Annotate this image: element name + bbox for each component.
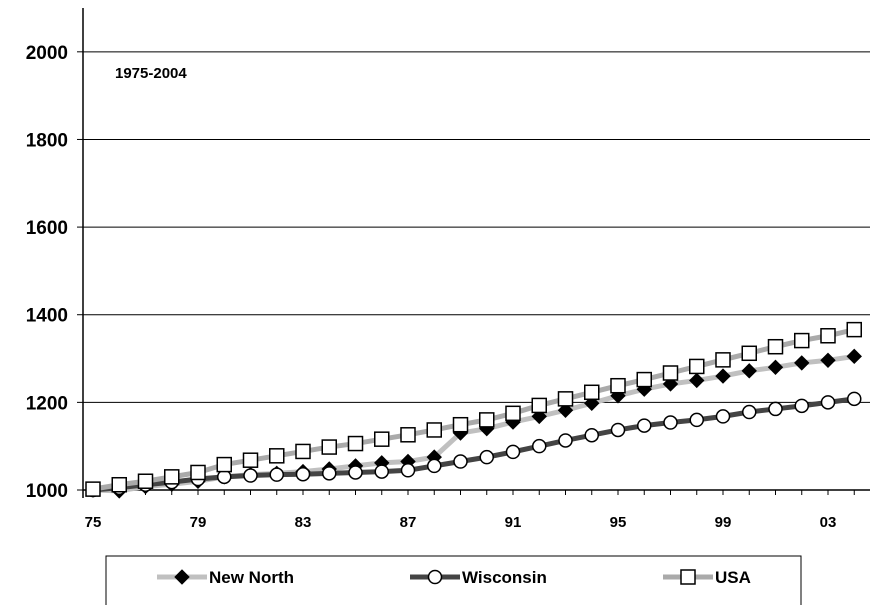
data-point-diamond xyxy=(820,352,836,369)
y-tick-label: 1400 xyxy=(26,306,68,327)
data-point-square xyxy=(242,452,259,468)
data-point-square xyxy=(741,345,757,362)
x-tick-label: 75 xyxy=(85,514,102,531)
data-point-square xyxy=(794,332,810,349)
data-point-diamond xyxy=(846,348,862,365)
data-point-circle xyxy=(794,398,809,414)
series-usa xyxy=(85,321,862,497)
data-point-circle xyxy=(269,467,284,482)
x-tick-label: 99 xyxy=(715,514,732,531)
data-point-circle xyxy=(322,466,337,481)
x-tick-label: 79 xyxy=(190,514,207,531)
data-point-circle xyxy=(663,415,678,430)
data-point-square xyxy=(321,439,337,455)
data-point-square xyxy=(269,448,285,464)
data-point-square xyxy=(557,391,574,407)
data-point-square xyxy=(636,371,652,388)
data-point-circle xyxy=(820,395,836,410)
data-point-circle xyxy=(243,468,258,483)
data-point-circle xyxy=(768,401,783,417)
y-axis-tick-labels: 1000 1200 1400 1600 1800 2000 xyxy=(26,43,68,502)
data-point-square xyxy=(400,427,416,443)
data-point-diamond xyxy=(767,359,784,376)
data-point-circle xyxy=(374,464,389,479)
data-point-circle xyxy=(558,433,573,448)
data-point-circle xyxy=(742,404,757,420)
data-point-square xyxy=(295,443,311,460)
data-point-square xyxy=(85,481,101,497)
data-point-square xyxy=(531,397,547,414)
data-point-circle xyxy=(400,463,416,478)
data-point-circle xyxy=(610,422,626,438)
gridlines xyxy=(77,51,870,495)
data-point-square xyxy=(374,431,390,447)
data-point-square xyxy=(680,569,696,585)
chart-subtitle: 1975-2004 xyxy=(115,65,187,82)
data-point-square xyxy=(846,321,862,338)
data-point-diamond xyxy=(174,569,190,585)
data-point-diamond xyxy=(741,363,757,379)
series-wisconsin xyxy=(85,391,862,498)
data-point-square xyxy=(767,338,784,355)
data-point-circle xyxy=(453,454,468,469)
data-point-square xyxy=(610,377,626,394)
data-point-diamond xyxy=(689,372,705,389)
data-point-square xyxy=(452,416,469,433)
series-line xyxy=(92,327,855,492)
y-tick-label: 1600 xyxy=(26,218,68,239)
data-point-diamond xyxy=(794,355,810,371)
x-tick-label: 95 xyxy=(610,514,627,531)
data-point-circle xyxy=(427,458,442,474)
data-point-square xyxy=(820,328,836,344)
series-line xyxy=(92,396,855,493)
legend-item: USA xyxy=(663,568,751,587)
data-point-circle xyxy=(847,391,862,407)
data-point-square xyxy=(111,476,127,493)
data-point-square xyxy=(426,422,442,438)
x-tick-label: 03 xyxy=(820,514,837,531)
y-tick-label: 2000 xyxy=(26,43,68,64)
data-point-square xyxy=(137,473,154,489)
y-tick-label: 1800 xyxy=(26,130,68,151)
y-tick-label: 1000 xyxy=(26,481,68,502)
y-tick-label: 1200 xyxy=(26,393,68,414)
data-point-square xyxy=(689,358,705,375)
data-point-circle xyxy=(295,466,311,482)
data-point-circle xyxy=(505,444,521,460)
data-point-square xyxy=(347,435,364,452)
data-point-square xyxy=(662,365,679,381)
data-point-circle xyxy=(637,418,652,433)
data-point-square xyxy=(216,456,232,473)
data-point-circle xyxy=(427,569,443,585)
x-tick-label: 91 xyxy=(505,514,522,531)
legend-item: Wisconsin xyxy=(410,568,547,587)
x-axis-tick-labels: 75 79 83 87 91 95 99 03 xyxy=(85,514,837,531)
legend: New North Wisconsin USA xyxy=(105,555,802,605)
data-point-circle xyxy=(479,449,494,465)
legend-label: USA xyxy=(715,568,751,587)
data-point-circle xyxy=(584,427,599,443)
plot-area xyxy=(82,8,870,498)
data-point-circle xyxy=(715,409,731,424)
x-tick-label: 87 xyxy=(400,514,417,531)
legend-label: Wisconsin xyxy=(462,568,547,587)
data-point-square xyxy=(584,384,600,401)
data-point-circle xyxy=(532,438,547,454)
data-point-square xyxy=(190,464,206,481)
series-lines xyxy=(85,321,862,499)
data-point-square xyxy=(164,469,180,485)
data-point-square xyxy=(479,412,495,428)
legend-label: New North xyxy=(209,568,294,587)
legend-item: New North xyxy=(157,568,294,587)
x-tick-label: 83 xyxy=(295,514,312,531)
data-point-circle xyxy=(348,465,363,480)
data-point-square xyxy=(505,405,521,422)
data-point-circle xyxy=(689,412,704,428)
data-point-diamond xyxy=(715,368,731,384)
data-point-diamond xyxy=(557,402,574,418)
data-point-square xyxy=(715,352,731,368)
